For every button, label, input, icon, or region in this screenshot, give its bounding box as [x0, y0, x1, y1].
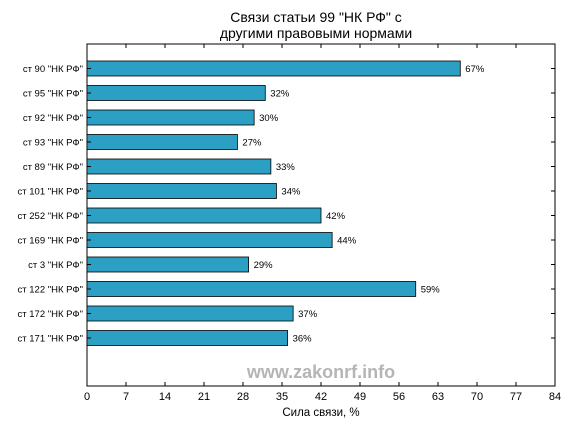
- category-label: ст 92 "НК РФ": [23, 113, 83, 124]
- bar: [86, 134, 238, 150]
- category-label: ст 93 "НК РФ": [23, 138, 83, 149]
- x-tick-label: 63: [432, 391, 444, 403]
- value-label: 32%: [270, 89, 290, 100]
- value-label: 37%: [298, 309, 318, 320]
- x-axis-ticks: 0 7 14 21 28 35 42 49 56 63 70 77 84: [84, 44, 561, 403]
- category-label: ст 89 "НК РФ": [23, 162, 83, 173]
- x-tick-label: 28: [237, 391, 249, 403]
- value-label: 44%: [337, 236, 357, 247]
- category-label: ст 171 "НК РФ": [18, 334, 83, 345]
- chart-title-line-1: Связи статьи 99 "НК РФ" с: [230, 9, 402, 25]
- x-tick-label: 49: [354, 391, 366, 403]
- x-tick-label: 77: [510, 391, 522, 403]
- value-label: 59%: [421, 285, 441, 296]
- value-label: 29%: [254, 260, 274, 271]
- bar: [86, 158, 272, 175]
- x-tick-label: 35: [276, 391, 288, 403]
- category-label: ст 172 "НК РФ": [18, 309, 83, 320]
- x-tick-label: 42: [315, 391, 327, 403]
- value-label: 30%: [259, 113, 279, 124]
- value-label: 27%: [242, 138, 262, 149]
- bar: [86, 232, 333, 248]
- labels-layer: ст 90 "НК РФ" 67% ст 95 "НК РФ" 32% ст 92 "Н…: [18, 64, 485, 345]
- chart-title-line-2: другими правовыми нормами: [220, 25, 412, 41]
- x-axis-label: Сила связи, %: [282, 407, 359, 419]
- x-tick-label: 84: [549, 391, 561, 403]
- bars-layer: [86, 60, 461, 346]
- bar: [86, 330, 288, 346]
- x-tick-label: 70: [471, 391, 483, 403]
- category-label: ст 252 "НК РФ": [18, 211, 83, 222]
- category-label: ст 3 "НК РФ": [28, 260, 83, 271]
- bar: [86, 109, 255, 126]
- bar: [86, 281, 417, 297]
- value-label: 33%: [276, 162, 296, 173]
- category-label: ст 95 "НК РФ": [23, 89, 83, 100]
- value-label: 34%: [281, 187, 301, 198]
- bar: [86, 256, 249, 273]
- bar: [86, 207, 322, 224]
- x-tick-label: 14: [159, 391, 171, 403]
- value-label: 36%: [293, 334, 313, 345]
- x-tick-label: 7: [123, 391, 129, 403]
- x-tick-label: 0: [84, 391, 90, 403]
- value-label: 67%: [465, 64, 485, 75]
- category-label: ст 90 "НК РФ": [23, 64, 83, 75]
- x-tick-label: 21: [198, 391, 210, 403]
- value-label: 42%: [326, 211, 346, 222]
- category-label: ст 122 "НК РФ": [18, 285, 83, 296]
- category-label: ст 169 "НК РФ": [18, 236, 83, 247]
- bar: [86, 60, 461, 77]
- watermark-text: www.zakonrf.info: [246, 362, 395, 382]
- bar: [86, 305, 294, 322]
- bar: [86, 183, 277, 199]
- x-tick-label: 56: [393, 391, 405, 403]
- bar: [86, 85, 266, 101]
- category-label: ст 101 "НК РФ": [18, 187, 83, 198]
